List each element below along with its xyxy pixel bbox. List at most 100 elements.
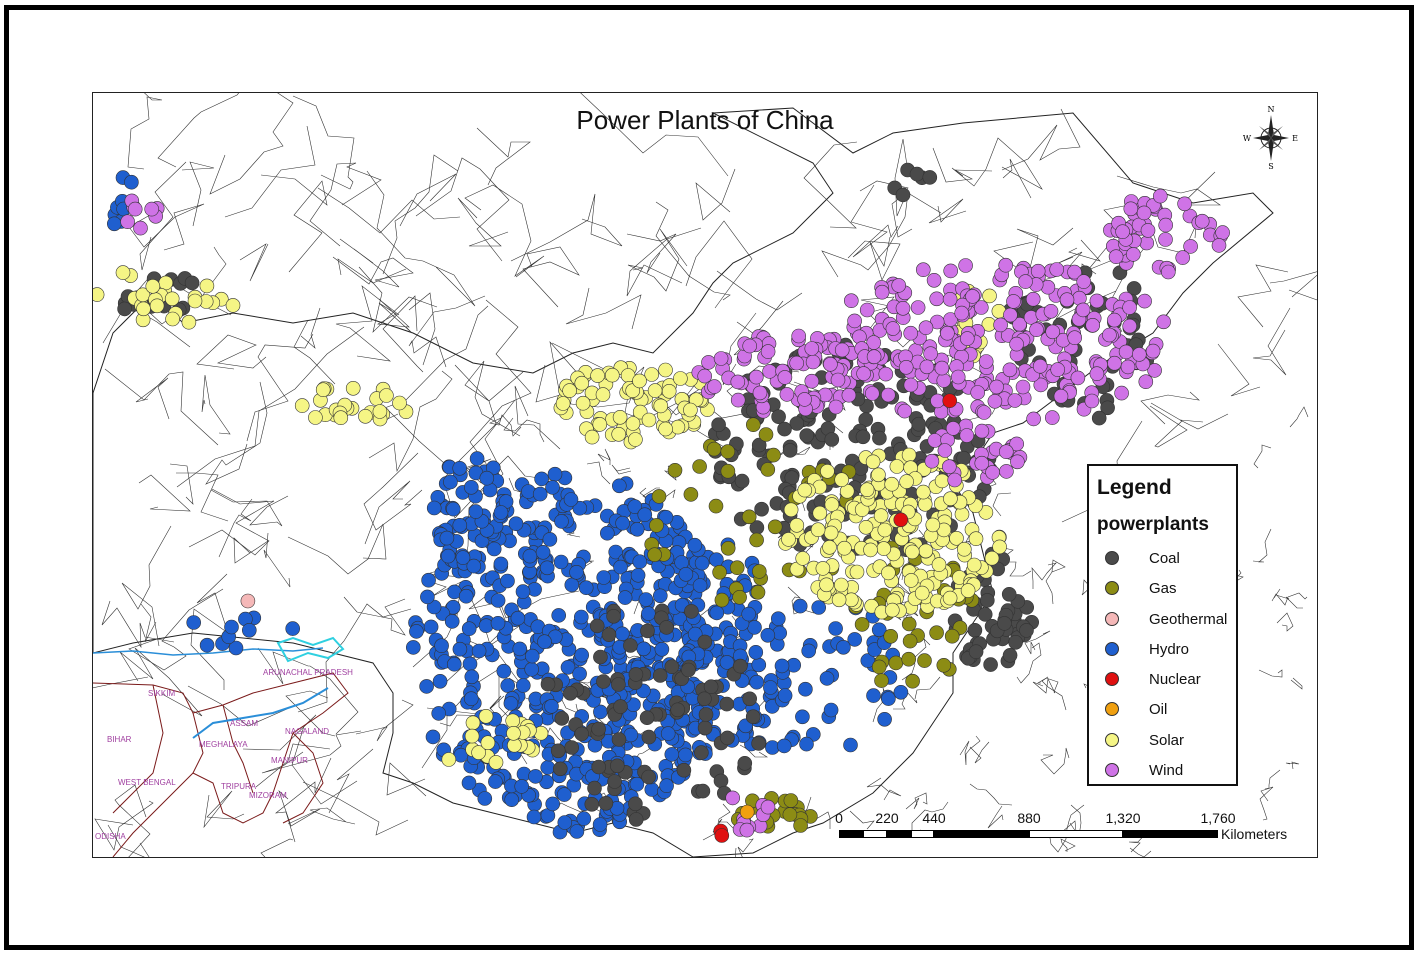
admin-boundary-line (263, 532, 291, 588)
power-plant-point (144, 201, 160, 217)
power-plant-point (486, 541, 502, 557)
power-plant-point (789, 355, 805, 371)
power-plant-point (308, 410, 323, 425)
legend-item-hydro: Hydro (1105, 639, 1189, 659)
power-plant-point (958, 258, 973, 273)
admin-boundary-line (343, 596, 406, 636)
admin-boundary-line (1060, 838, 1076, 852)
power-plant-point (976, 405, 992, 420)
admin-boundary-line (382, 154, 459, 275)
power-plant-point (500, 678, 516, 693)
power-plant-point (1008, 634, 1023, 650)
power-plant-point (789, 517, 805, 533)
admin-boundary-line (1271, 592, 1308, 606)
admin-boundary-line (138, 474, 191, 512)
power-plant-point (973, 300, 989, 315)
power-plant-point (681, 662, 696, 678)
power-plant-point (1009, 336, 1024, 352)
power-plant-point (551, 608, 567, 623)
legend-label: Oil (1149, 700, 1168, 718)
power-plant-point (777, 688, 793, 703)
power-plant-point (904, 544, 920, 560)
power-plant-point (1161, 264, 1176, 280)
power-plant-point (713, 773, 729, 789)
power-plant-point (1019, 623, 1034, 638)
power-plant-point (649, 518, 664, 533)
power-plant-point (805, 354, 821, 370)
power-plant-point (925, 517, 941, 533)
power-plant-point (934, 473, 950, 489)
admin-boundary-line (176, 472, 229, 522)
admin-boundary-line (93, 676, 149, 689)
admin-boundary-line (366, 170, 476, 307)
power-plant-point (644, 367, 660, 382)
power-plant-point (901, 447, 917, 463)
power-plant-point (795, 551, 811, 566)
power-plant-point (697, 691, 712, 707)
power-plant-point (771, 409, 786, 425)
admin-boundary-line (993, 227, 1074, 277)
admin-boundary-line (377, 298, 413, 334)
admin-boundary-line (203, 790, 245, 829)
power-plant-point (557, 815, 573, 830)
power-plant-point (426, 599, 442, 615)
power-plant-point (903, 573, 919, 588)
power-plant-point (572, 666, 587, 682)
admin-boundary-line (157, 93, 240, 168)
region-label-west-bengal: WEST BENGAL (118, 778, 176, 787)
region-label-assam: ASSAM (230, 719, 259, 728)
admin-boundary-line (454, 360, 521, 437)
power-plant-point (777, 370, 793, 385)
power-plant-point (837, 540, 852, 556)
power-plant-point (466, 558, 482, 574)
power-plant-point (950, 369, 966, 385)
power-plant-point (745, 709, 761, 725)
power-plant-point (766, 447, 781, 463)
admin-boundary-line (580, 93, 729, 177)
admin-boundary-line (114, 784, 151, 857)
admin-boundary-line (849, 810, 875, 830)
power-plant-point (136, 301, 151, 317)
power-plant-point (929, 291, 945, 307)
admin-boundary-line (287, 523, 387, 575)
power-plant-point (836, 639, 851, 655)
power-plant-point (1139, 235, 1154, 251)
admin-boundary-line (210, 489, 289, 527)
power-plant-point (854, 617, 870, 632)
power-plant-point (1107, 355, 1122, 371)
power-plant-point (901, 651, 917, 667)
power-plant-point (810, 522, 826, 538)
legend-label: Geothermal (1149, 610, 1228, 628)
power-plant-point (687, 537, 703, 553)
power-plant-point (1075, 302, 1091, 318)
power-plant-point (915, 262, 931, 277)
oil-swatch-icon (1105, 702, 1119, 716)
power-plant-point (654, 641, 670, 657)
admin-boundary-line (510, 193, 623, 262)
power-plant-point (333, 410, 349, 426)
power-plant-point (1107, 312, 1122, 328)
power-plant-point (926, 273, 942, 288)
power-plant-point (895, 301, 911, 316)
power-plant-point (719, 696, 735, 712)
legend-item-coal: Coal (1105, 548, 1180, 568)
solar-swatch-icon (1105, 733, 1119, 747)
admin-boundary-line (1036, 676, 1067, 711)
power-plant-point (477, 791, 493, 806)
power-plant-point (1049, 262, 1065, 277)
power-plant-point (647, 547, 662, 563)
power-plant-point (683, 487, 699, 502)
power-plant-point (697, 634, 713, 650)
scale-segment (839, 830, 863, 838)
power-plant-point (611, 732, 627, 747)
power-plant-point (503, 696, 519, 711)
map-frame: Power Plants of China N S W E SIKKIM ARU… (92, 92, 1318, 858)
power-plant-point (741, 509, 757, 525)
scale-segment (1123, 830, 1218, 838)
admin-boundary-line (1179, 413, 1229, 430)
power-plant-point (578, 580, 594, 596)
power-plant-point (149, 298, 165, 314)
power-plant-point (797, 392, 812, 407)
india-state-boundary (192, 712, 204, 774)
power-plant-point (641, 769, 656, 785)
